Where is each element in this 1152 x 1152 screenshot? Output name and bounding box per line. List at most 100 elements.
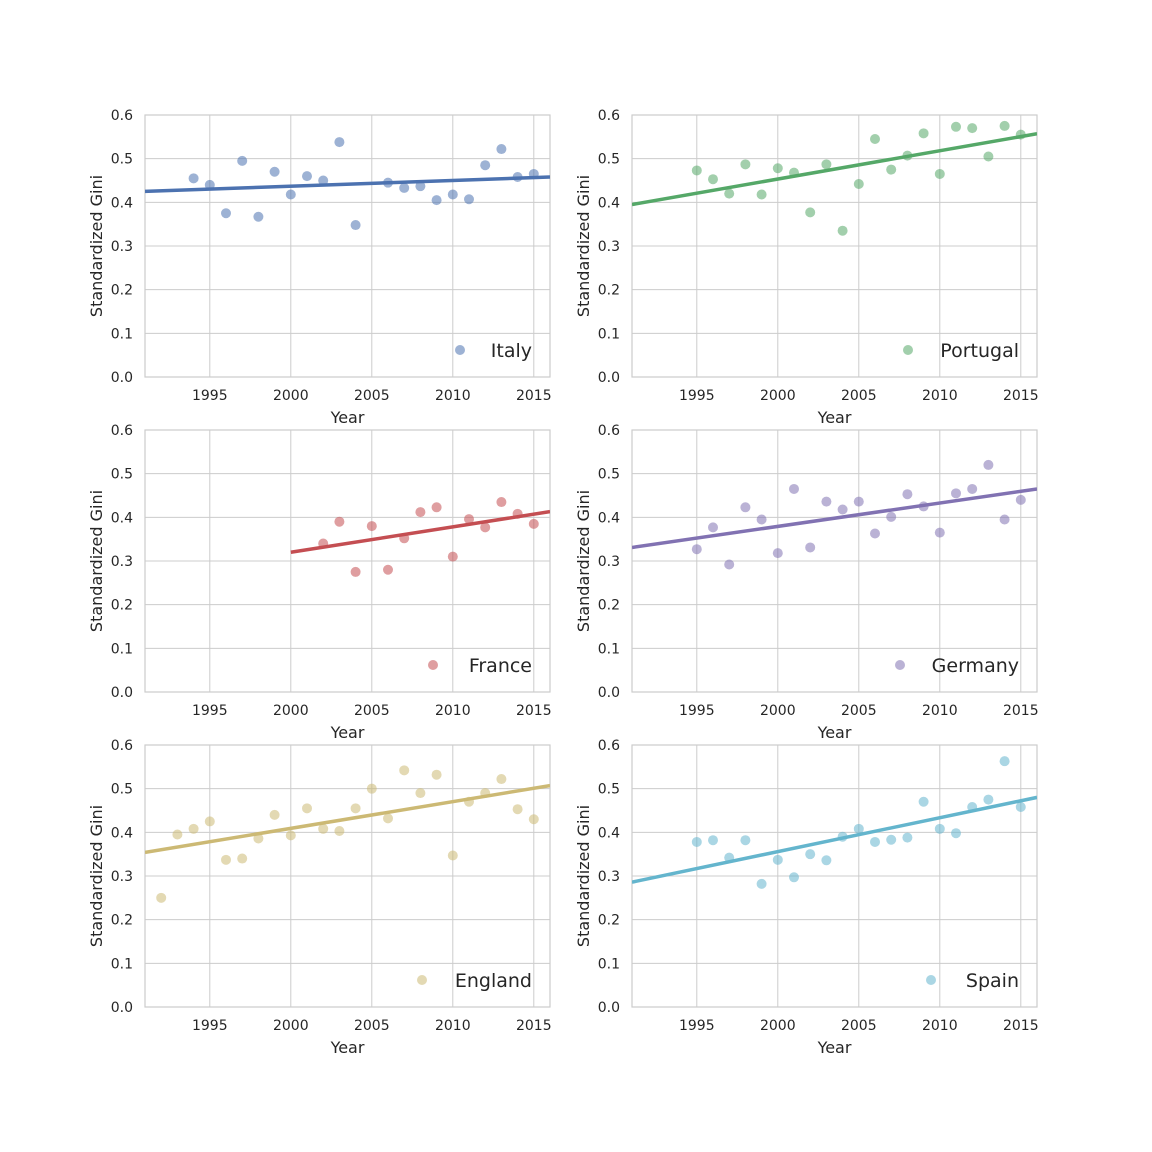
y-tick-label: 0.2 [111, 913, 133, 929]
data-point [480, 160, 491, 171]
data-point [464, 514, 474, 525]
data-point [691, 544, 702, 555]
y-tick-label: 0.6 [598, 738, 620, 754]
y-tick-label: 0.6 [111, 108, 133, 124]
data-point [318, 538, 329, 549]
data-point [528, 518, 539, 529]
data-point [447, 189, 458, 200]
x-tick-label: 2015 [1003, 388, 1039, 404]
data-point [772, 548, 783, 559]
data-point [366, 521, 377, 532]
data-point [318, 823, 329, 834]
data-point [447, 850, 458, 861]
y-tick-label: 0.2 [598, 913, 620, 929]
x-tick-label: 2005 [354, 703, 390, 719]
data-point [902, 832, 913, 843]
plot-frame [631, 429, 1038, 693]
y-tick-label: 0.4 [111, 510, 133, 526]
data-point [918, 796, 929, 807]
data-point [512, 804, 523, 815]
y-tick-label: 0.5 [111, 467, 133, 483]
data-point [496, 497, 507, 508]
trend-line-portugal [632, 132, 1037, 207]
x-tick-label: 2005 [354, 388, 390, 404]
data-point [415, 788, 426, 799]
x-tick-label: 1995 [679, 1018, 715, 1034]
y-tick-label: 0.4 [111, 825, 133, 841]
data-point [983, 794, 994, 805]
y-axis-label: Standardized Gini [574, 490, 593, 632]
x-tick-label: 2010 [922, 388, 958, 404]
data-point [204, 179, 215, 190]
data-point [837, 504, 848, 515]
data-point [934, 823, 945, 834]
data-point [983, 151, 994, 162]
data-point [512, 172, 523, 183]
y-tick-label: 0.4 [598, 195, 620, 211]
y-tick-label: 0.2 [598, 598, 620, 614]
data-point [399, 765, 410, 776]
y-tick-label: 0.6 [111, 423, 133, 439]
legend-label-spain: Spain [966, 970, 1019, 992]
data-point [528, 168, 539, 179]
x-tick-label: 2000 [760, 388, 796, 404]
data-point [756, 878, 767, 889]
data-point [756, 514, 767, 525]
y-tick-label: 0.0 [598, 370, 620, 386]
data-point [302, 803, 312, 814]
data-point [350, 803, 361, 814]
data-point [156, 892, 167, 903]
data-point [951, 828, 961, 839]
data-point [967, 123, 978, 134]
data-point [772, 163, 783, 174]
y-tick-label: 0.0 [598, 685, 620, 701]
data-point [253, 833, 264, 844]
y-tick-label: 0.3 [111, 869, 133, 885]
data-point [691, 836, 702, 847]
x-tick-label: 1995 [192, 1018, 228, 1034]
y-tick-label: 0.0 [111, 370, 133, 386]
data-point [480, 522, 491, 533]
panel-germany: 0.0 0.1 0.2 0.3 0.4 0.5 0.6 1995 2000 2005 2010 201… [574, 423, 1039, 742]
data-point [853, 496, 864, 507]
data-point [285, 189, 296, 200]
y-tick-label: 0.3 [598, 554, 620, 570]
data-point [399, 182, 410, 193]
data-point [350, 566, 361, 577]
data-point [172, 829, 183, 840]
data-point [756, 189, 767, 200]
y-tick-label: 0.1 [598, 326, 620, 342]
x-axis-label: Year [817, 723, 852, 742]
data-point [886, 834, 897, 845]
data-point [204, 816, 215, 827]
y-tick-label: 0.4 [598, 510, 620, 526]
data-point [999, 514, 1010, 525]
y-tick-label: 0.3 [598, 239, 620, 255]
data-point [302, 171, 312, 182]
data-point [237, 155, 248, 166]
trend-line-germany [632, 487, 1037, 550]
data-point [999, 120, 1010, 131]
data-point [188, 823, 199, 834]
x-tick-label: 2010 [922, 1018, 958, 1034]
data-point [431, 502, 442, 513]
y-tick-label: 0.6 [598, 108, 620, 124]
data-point [464, 796, 474, 807]
y-tick-label: 0.5 [111, 152, 133, 168]
y-tick-label: 0.1 [111, 641, 133, 657]
y-tick-label: 0.5 [598, 782, 620, 798]
panel-france: 0.0 0.1 0.2 0.3 0.4 0.5 0.6 1995 2000 2005 2010 201… [87, 423, 552, 742]
x-tick-label: 2010 [435, 388, 471, 404]
data-point [496, 774, 507, 785]
data-point [967, 483, 978, 494]
data-point [951, 488, 961, 499]
legend-marker [428, 660, 438, 670]
panel-italy: 0.0 0.1 0.2 0.3 0.4 0.5 0.6 1995 2000 2005 2010 201… [87, 108, 552, 427]
data-point [886, 511, 897, 522]
x-tick-label: 2000 [760, 1018, 796, 1034]
data-point [983, 459, 994, 470]
legend-marker [417, 975, 427, 985]
data-point [285, 830, 296, 841]
data-point [350, 220, 361, 231]
